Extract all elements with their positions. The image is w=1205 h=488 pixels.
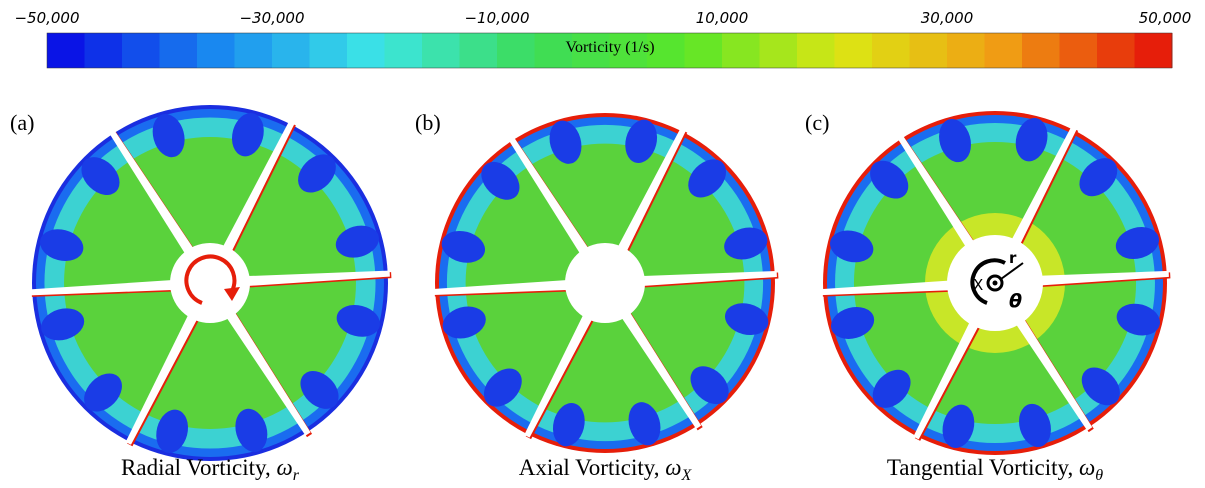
- colorbar-segment: [347, 33, 385, 68]
- colorbar-segment: [122, 33, 160, 68]
- colorbar-segment: [947, 33, 985, 68]
- caption-text: Radial Vorticity,: [121, 455, 276, 480]
- colorbar-tick-label: 10,000: [696, 9, 749, 27]
- colorbar-segment: [497, 33, 535, 68]
- colorbar-segment: [910, 33, 948, 68]
- colorbar-segment: [460, 33, 498, 68]
- panels: (a)Radial Vorticity, ωr(b)Axial Vorticit…: [10, 105, 1170, 484]
- caption-text: Tangential Vorticity,: [887, 455, 1079, 480]
- panel-tag: (c): [805, 110, 829, 135]
- colorbar-segment: [272, 33, 310, 68]
- colorbar-tick-label: −10,000: [464, 9, 529, 27]
- colorbar-segment: [85, 33, 123, 68]
- colorbar-segment: [160, 33, 198, 68]
- colorbar-segment: [835, 33, 873, 68]
- axis-label-x: X: [973, 276, 983, 294]
- colorbar-segment: [797, 33, 835, 68]
- colorbar-segment: [385, 33, 423, 68]
- caption-subscript: θ: [1095, 467, 1103, 484]
- panel-tag: (a): [10, 110, 34, 135]
- caption: Tangential Vorticity, ωθ: [887, 455, 1103, 484]
- caption: Radial Vorticity, ωr: [121, 455, 300, 484]
- hub: [565, 243, 645, 323]
- colorbar-segment: [47, 33, 85, 68]
- colorbar-label: Vorticity (1/s): [565, 39, 654, 56]
- colorbar-segment: [722, 33, 760, 68]
- caption: Axial Vorticity, ωX: [519, 455, 693, 484]
- colorbar-segment: [422, 33, 460, 68]
- colorbar-tick-label: 50,000: [1139, 9, 1192, 27]
- colorbar-segment: [985, 33, 1023, 68]
- colorbar-segment: [310, 33, 348, 68]
- colorbar-segment: [235, 33, 273, 68]
- colorbar-segment: [760, 33, 798, 68]
- panel-tag: (b): [415, 110, 441, 135]
- axis-dot: [993, 281, 998, 286]
- caption-symbol: ω: [276, 455, 292, 480]
- colorbar-segment: [1022, 33, 1060, 68]
- caption-text: Axial Vorticity,: [519, 455, 666, 480]
- colorbar-segment: [1135, 33, 1173, 68]
- colorbar-segment: [685, 33, 723, 68]
- caption-subscript: X: [680, 467, 692, 484]
- colorbar-segment: [1060, 33, 1098, 68]
- colorbar-tick-label: 30,000: [921, 9, 974, 27]
- axis-label-theta: θ: [1009, 290, 1022, 312]
- colorbar-tick-label: −30,000: [239, 9, 304, 27]
- caption-symbol: ω: [665, 455, 681, 480]
- colorbar-segment: [197, 33, 235, 68]
- contour-plot: [433, 113, 778, 453]
- colorbar-tick-label: −50,000: [14, 9, 79, 27]
- caption-subscript: r: [293, 467, 300, 484]
- colorbar-segment: [1097, 33, 1135, 68]
- colorbar-segment: [872, 33, 910, 68]
- caption-symbol: ω: [1079, 455, 1095, 480]
- contour-plot: [30, 105, 391, 461]
- figure: −50,000−30,000−10,00010,00030,00050,000 …: [0, 0, 1205, 488]
- axis-label-r: r: [1009, 249, 1017, 267]
